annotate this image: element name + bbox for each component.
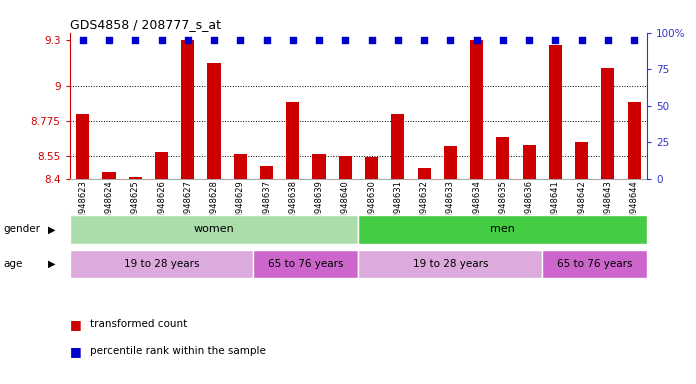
- Text: ▶: ▶: [49, 224, 56, 235]
- Bar: [260, 166, 273, 179]
- Text: transformed count: transformed count: [90, 319, 188, 329]
- Bar: [444, 146, 457, 179]
- Bar: [102, 172, 116, 179]
- Point: [287, 37, 299, 43]
- Point: [576, 37, 587, 43]
- Point: [523, 37, 535, 43]
- Bar: [129, 177, 142, 179]
- Bar: [76, 114, 89, 179]
- Bar: [418, 168, 431, 179]
- Point: [104, 37, 115, 43]
- Text: 65 to 76 years: 65 to 76 years: [557, 259, 633, 269]
- Text: ■: ■: [70, 345, 81, 358]
- Text: percentile rank within the sample: percentile rank within the sample: [90, 346, 267, 356]
- Bar: [313, 154, 326, 179]
- Bar: [339, 156, 352, 179]
- Point: [366, 37, 377, 43]
- Bar: [181, 40, 194, 179]
- Bar: [549, 45, 562, 179]
- Bar: [207, 63, 221, 179]
- Point: [628, 37, 640, 43]
- Point: [182, 37, 193, 43]
- Point: [340, 37, 351, 43]
- Bar: [70, 250, 253, 278]
- Text: 19 to 28 years: 19 to 28 years: [413, 259, 488, 269]
- Point: [261, 37, 272, 43]
- Text: ▶: ▶: [49, 259, 56, 269]
- Bar: [496, 137, 509, 179]
- Point: [471, 37, 482, 43]
- Text: 19 to 28 years: 19 to 28 years: [124, 259, 199, 269]
- Bar: [365, 157, 378, 179]
- Point: [129, 37, 141, 43]
- Bar: [70, 215, 358, 244]
- Bar: [286, 102, 299, 179]
- Point: [418, 37, 429, 43]
- Bar: [575, 142, 588, 179]
- Point: [313, 37, 324, 43]
- Point: [209, 37, 220, 43]
- Point: [393, 37, 404, 43]
- Text: ■: ■: [70, 318, 81, 331]
- Bar: [470, 40, 483, 179]
- Bar: [542, 250, 647, 278]
- Point: [445, 37, 456, 43]
- Text: men: men: [491, 224, 515, 235]
- Text: 65 to 76 years: 65 to 76 years: [268, 259, 344, 269]
- Bar: [253, 250, 358, 278]
- Bar: [234, 154, 247, 179]
- Bar: [523, 145, 536, 179]
- Text: women: women: [193, 224, 235, 235]
- Point: [550, 37, 561, 43]
- Bar: [155, 152, 168, 179]
- Bar: [601, 68, 615, 179]
- Bar: [358, 250, 542, 278]
- Text: gender: gender: [3, 224, 40, 235]
- Bar: [628, 102, 641, 179]
- Text: GDS4858 / 208777_s_at: GDS4858 / 208777_s_at: [70, 18, 221, 31]
- Point: [77, 37, 88, 43]
- Bar: [391, 114, 404, 179]
- Point: [235, 37, 246, 43]
- Bar: [358, 215, 647, 244]
- Text: age: age: [3, 259, 23, 269]
- Point: [602, 37, 613, 43]
- Point: [156, 37, 167, 43]
- Point: [498, 37, 509, 43]
